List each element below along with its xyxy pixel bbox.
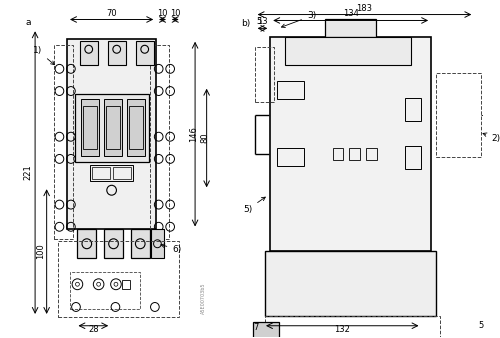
Text: b): b) <box>241 19 250 28</box>
Text: 132: 132 <box>334 324 350 334</box>
Text: 5): 5) <box>244 197 266 214</box>
Text: 10: 10 <box>170 8 180 18</box>
Bar <box>58 241 179 317</box>
Text: 6): 6) <box>161 244 182 254</box>
Bar <box>151 230 164 258</box>
Bar <box>92 167 110 179</box>
Bar <box>254 47 274 102</box>
Bar <box>266 251 436 316</box>
Bar <box>136 41 154 65</box>
Text: 5: 5 <box>256 18 262 26</box>
Bar <box>106 106 120 149</box>
Text: 28: 28 <box>88 324 99 334</box>
Bar <box>129 106 143 149</box>
Bar <box>80 41 98 65</box>
Bar <box>54 45 74 239</box>
Text: 134: 134 <box>342 9 358 19</box>
Bar <box>127 99 144 156</box>
Bar <box>70 272 140 309</box>
Bar <box>284 37 410 65</box>
Text: 70: 70 <box>106 8 117 18</box>
Text: 5: 5 <box>478 321 484 330</box>
Bar <box>270 37 431 251</box>
Text: a: a <box>26 18 31 27</box>
Text: 221: 221 <box>23 165 32 180</box>
Bar <box>78 230 96 258</box>
Text: 183: 183 <box>356 4 372 13</box>
Bar <box>90 165 133 181</box>
Bar <box>122 280 130 289</box>
Bar <box>266 316 440 338</box>
Bar <box>350 148 360 160</box>
Text: 100: 100 <box>36 244 44 260</box>
Bar <box>130 230 150 258</box>
Bar <box>67 39 156 230</box>
Bar <box>252 322 279 338</box>
Text: 80: 80 <box>200 133 209 143</box>
Bar <box>108 41 126 65</box>
Text: 10: 10 <box>158 8 168 18</box>
Text: A5E00703b5: A5E00703b5 <box>200 283 205 314</box>
Bar <box>366 148 377 160</box>
Bar <box>74 94 148 162</box>
Bar <box>81 99 99 156</box>
Text: 1): 1) <box>33 46 54 65</box>
Bar <box>104 230 123 258</box>
Bar <box>436 73 482 158</box>
Bar <box>104 99 122 156</box>
Bar <box>326 19 376 37</box>
Bar <box>278 81 304 99</box>
Text: 7: 7 <box>253 323 258 332</box>
Bar <box>150 45 169 239</box>
Bar <box>113 167 130 179</box>
Bar <box>278 148 304 167</box>
Bar <box>404 146 421 169</box>
Text: 146: 146 <box>189 126 198 142</box>
Text: 13: 13 <box>257 17 268 26</box>
Bar <box>332 148 344 160</box>
Text: 2): 2) <box>483 133 500 143</box>
Bar <box>83 106 97 149</box>
Text: 3): 3) <box>282 11 316 27</box>
Bar <box>404 98 421 121</box>
